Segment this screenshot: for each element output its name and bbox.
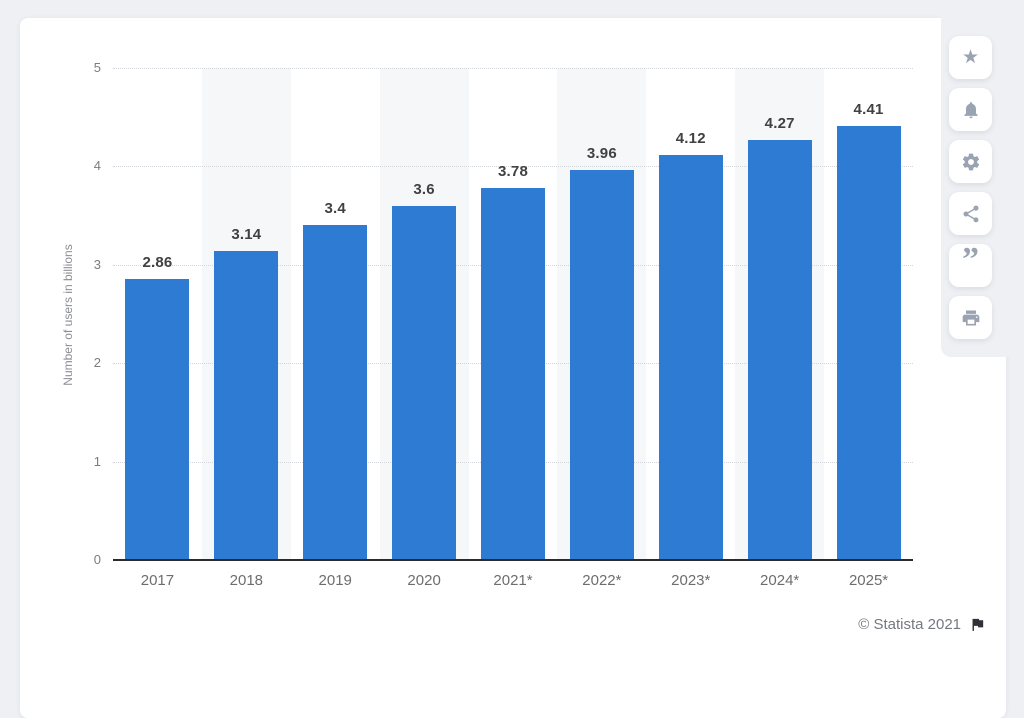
x-tick-label: 2018 (229, 572, 264, 589)
bar (747, 139, 812, 560)
gear-icon (961, 152, 981, 172)
bar (125, 278, 190, 560)
x-tick-label: 2022* (582, 572, 622, 589)
cite-button[interactable]: ” (949, 240, 992, 287)
bar (836, 126, 901, 560)
x-tick-label: 2024* (760, 572, 800, 589)
y-tick-label: 5 (93, 60, 101, 75)
gridline (113, 166, 913, 168)
bar (392, 205, 457, 560)
bar-value-label: 4.41 (853, 101, 884, 119)
bell-icon (961, 100, 981, 120)
bar-value-label: 3.14 (231, 226, 262, 244)
x-tick-label: 2025* (848, 572, 889, 589)
y-tick-label: 3 (93, 256, 101, 272)
x-axis-line (113, 559, 913, 561)
bar (214, 251, 279, 560)
y-tick-label: 2 (93, 355, 101, 371)
y-tick-label: 1 (93, 453, 101, 469)
bar (481, 188, 545, 560)
share-button[interactable] (949, 192, 992, 235)
bar (569, 170, 634, 560)
print-button[interactable] (949, 296, 992, 339)
gridline (113, 68, 913, 69)
y-tick-label: 0 (93, 552, 101, 567)
star-icon: ★ (961, 47, 980, 68)
quote-icon: ” (962, 240, 979, 278)
bar-value-label: 4.27 (764, 114, 795, 132)
bar-value-label: 3.78 (498, 163, 528, 181)
bar (303, 225, 368, 560)
x-tick-label: 2017 (140, 572, 175, 589)
footer-credit: © Statista 2021 (858, 616, 986, 633)
bar-value-label: 3.96 (586, 145, 617, 163)
share-icon (961, 204, 981, 224)
plot-area: 0 1 2 3 4 5 2.86 2017 3.14 2018 3.4 2019 3.6 2020 3.78… (94, 60, 913, 589)
notifications-button[interactable] (949, 88, 992, 131)
bar (658, 154, 723, 560)
chart-card: Number of users in billions 0 1 2 3 4 5 2.86 20… (20, 18, 1006, 718)
bar-value-label: 3.6 (413, 180, 435, 198)
favorite-button[interactable]: ★ (949, 36, 992, 79)
settings-button[interactable] (949, 140, 992, 183)
flag-icon[interactable] (969, 616, 986, 633)
print-icon (961, 308, 981, 328)
bar-value-label: 3.4 (324, 200, 346, 218)
copyright-link[interactable]: © Statista 2021 (858, 616, 961, 633)
x-tick-label: 2020 (407, 572, 441, 589)
bar-value-label: 2.86 (142, 253, 173, 271)
y-tick-label: 4 (93, 158, 101, 174)
x-tick-label: 2023* (671, 572, 711, 589)
toolbar-rail: ★” (941, 0, 1024, 357)
x-tick-label: 2019 (318, 572, 352, 589)
bar-value-label: 4.12 (675, 129, 706, 147)
x-tick-label: 2021* (493, 572, 533, 589)
